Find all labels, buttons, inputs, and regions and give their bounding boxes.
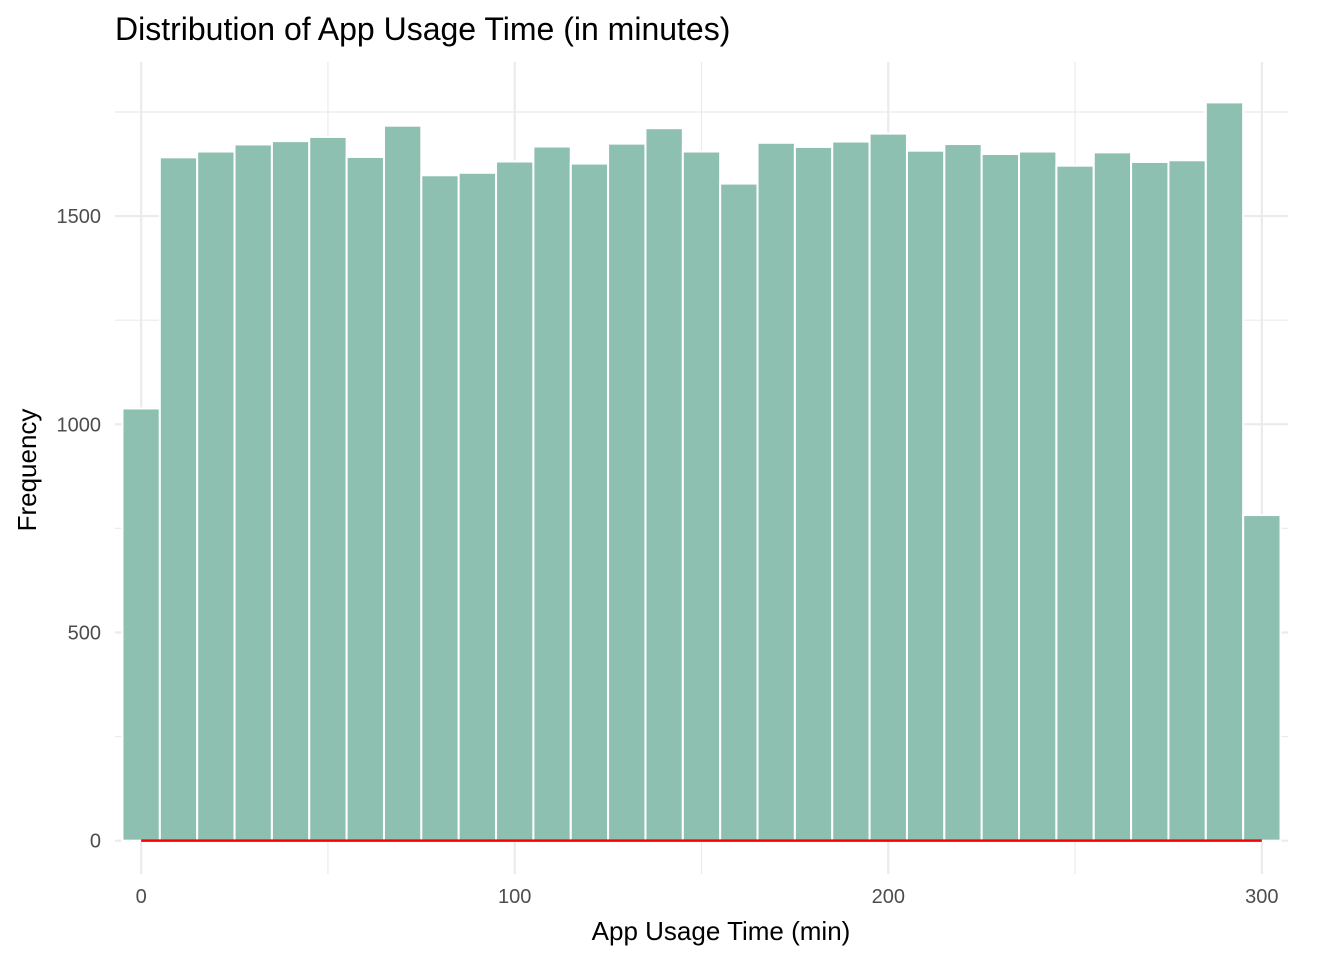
histogram-bar (1130, 160, 1170, 842)
histogram-bar (233, 143, 273, 842)
histogram-bar (121, 407, 161, 842)
y-axis-title: Frequency (12, 409, 42, 532)
histogram-bar (1055, 164, 1095, 842)
histogram-bar (756, 141, 796, 842)
histogram-bar (532, 145, 572, 842)
histogram-bar (345, 155, 385, 842)
y-tick-label: 1500 (57, 206, 102, 228)
histogram-bar (831, 140, 871, 842)
chart-title: Distribution of App Usage Time (in minut… (115, 11, 730, 47)
histogram-bar (905, 149, 946, 842)
x-axis-title: App Usage Time (min) (592, 916, 851, 946)
histogram-bar (980, 153, 1021, 842)
x-tick-label: 300 (1245, 886, 1278, 908)
histogram-bar (868, 132, 908, 842)
histogram-bar (1092, 151, 1133, 842)
histogram-bar (1167, 159, 1207, 842)
histogram-bar (607, 142, 647, 842)
histogram-bar (1018, 150, 1058, 842)
y-tick-label: 500 (68, 622, 101, 644)
histogram-bar (158, 156, 199, 842)
histogram-bar (1204, 101, 1245, 842)
histogram-bar (1242, 514, 1282, 842)
x-tick-label: 0 (136, 886, 147, 908)
x-tick-label: 200 (872, 886, 905, 908)
histogram-bar (270, 140, 311, 842)
histogram-bar (495, 160, 535, 842)
histogram-bar (196, 150, 236, 842)
histogram-bar (644, 127, 684, 842)
histogram-bar (382, 124, 423, 842)
histogram-bar (943, 143, 983, 842)
histogram-bar (793, 145, 834, 842)
histogram-bars (121, 101, 1282, 842)
histogram-bar (569, 162, 610, 842)
histogram-bar (681, 150, 722, 842)
y-tick-label: 0 (90, 831, 101, 853)
x-tick-label: 100 (498, 886, 531, 908)
histogram-bar (719, 182, 759, 842)
histogram-bar (308, 135, 348, 842)
histogram-bar (457, 171, 498, 842)
histogram-bar (420, 174, 460, 842)
tick-labels: 0 500 1000 1500 0 100 200 300 (57, 206, 1279, 908)
y-tick-label: 1000 (57, 414, 102, 436)
